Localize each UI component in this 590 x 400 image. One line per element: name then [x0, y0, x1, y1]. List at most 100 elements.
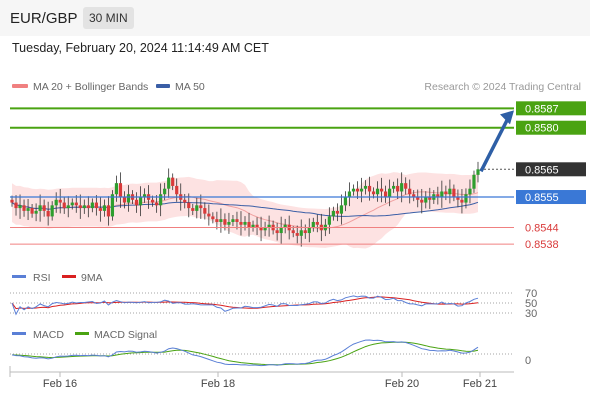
macd-line	[11, 339, 479, 367]
candle	[235, 211, 239, 230]
candle	[452, 184, 456, 202]
candle	[159, 183, 163, 217]
candle	[456, 189, 460, 208]
candle	[255, 217, 259, 235]
candle-body	[199, 205, 203, 209]
candle	[134, 192, 139, 213]
candle-body	[400, 183, 404, 192]
candle	[247, 212, 251, 237]
candle-body	[62, 202, 66, 209]
candle	[392, 181, 396, 193]
candle-body	[315, 221, 319, 225]
candle-body	[106, 205, 111, 217]
candle-body	[267, 224, 271, 228]
candle-body	[134, 199, 139, 206]
candle-body	[54, 199, 58, 206]
candle	[239, 211, 243, 236]
candle	[86, 196, 90, 218]
candle	[155, 195, 159, 213]
levels: 0.8587 0.8580 0.8565 0.8555 0.8544 0.8538	[10, 101, 586, 251]
candle-body	[472, 174, 476, 189]
candle-body	[436, 194, 440, 198]
candle	[355, 181, 360, 199]
candle-body	[408, 188, 412, 195]
rsi-tick-label: 30	[525, 308, 537, 320]
candle-body	[444, 191, 448, 195]
macd-legend-label: MACD	[33, 329, 64, 341]
candle	[351, 184, 356, 196]
candle	[331, 206, 335, 221]
candle	[424, 191, 428, 209]
candle-body	[90, 202, 94, 209]
candle	[363, 180, 368, 195]
candle	[126, 185, 131, 212]
candle	[476, 161, 480, 183]
candle-body	[187, 202, 191, 209]
candle-body	[207, 213, 211, 217]
rsi-line	[11, 295, 479, 316]
rsi-tick-label: 50	[525, 298, 537, 310]
candle-body	[126, 194, 131, 203]
candle	[335, 203, 339, 222]
candle-body	[66, 205, 70, 209]
candle	[444, 185, 448, 201]
candle	[54, 192, 58, 213]
candle-body	[243, 221, 247, 225]
candle-body	[416, 197, 420, 200]
candle	[30, 203, 34, 218]
candle	[440, 180, 444, 208]
candle-body	[359, 188, 364, 192]
candle-body	[448, 188, 452, 195]
candle	[58, 188, 62, 214]
candle-body	[331, 210, 335, 217]
ma20-legend-swatch	[12, 84, 28, 88]
candle-body	[275, 230, 279, 234]
candle-body	[215, 219, 219, 222]
candle-body	[371, 191, 376, 195]
candle	[42, 199, 46, 217]
candle	[94, 195, 98, 216]
timeframe-button[interactable]: 30 MIN	[83, 7, 134, 29]
candle	[227, 212, 231, 234]
candle-body	[291, 230, 295, 234]
candle	[404, 177, 408, 195]
rsi-legend-label: RSI	[33, 272, 51, 284]
candle	[26, 198, 30, 221]
candle-body	[355, 188, 360, 192]
candle-body	[50, 205, 54, 217]
candle	[359, 177, 364, 203]
candle-body	[363, 185, 368, 189]
support-label: 0.8538	[525, 239, 559, 251]
x-tick-label: Feb 16	[43, 378, 77, 390]
resistance-label: 0.8580	[525, 123, 559, 135]
candle	[118, 172, 123, 208]
candle-body	[22, 205, 26, 211]
candle-body	[299, 230, 303, 236]
candle-body	[155, 202, 159, 206]
candle	[412, 190, 416, 202]
candle-body	[464, 194, 468, 203]
candle	[251, 220, 255, 232]
candle-body	[118, 183, 123, 198]
candle	[259, 216, 263, 242]
candle-body	[82, 205, 86, 209]
candle-body	[375, 188, 380, 195]
candle	[428, 187, 432, 209]
timestamp: Tuesday, February 20, 2024 11:14:49 AM C…	[12, 41, 269, 55]
candle-body	[138, 197, 143, 206]
last-price-box	[516, 162, 586, 177]
candle	[90, 198, 94, 213]
candle	[275, 222, 279, 241]
candle-body	[14, 202, 18, 209]
candle	[74, 195, 78, 213]
candle-body	[456, 197, 460, 200]
last-price-label: 0.8565	[525, 164, 559, 176]
candle	[102, 199, 106, 217]
candle-body	[235, 219, 239, 222]
candle-body	[110, 194, 115, 217]
candle-body	[78, 205, 82, 209]
candle	[299, 219, 303, 247]
candle-body	[327, 216, 331, 225]
candle-body	[263, 227, 267, 231]
candle-body	[339, 205, 344, 214]
